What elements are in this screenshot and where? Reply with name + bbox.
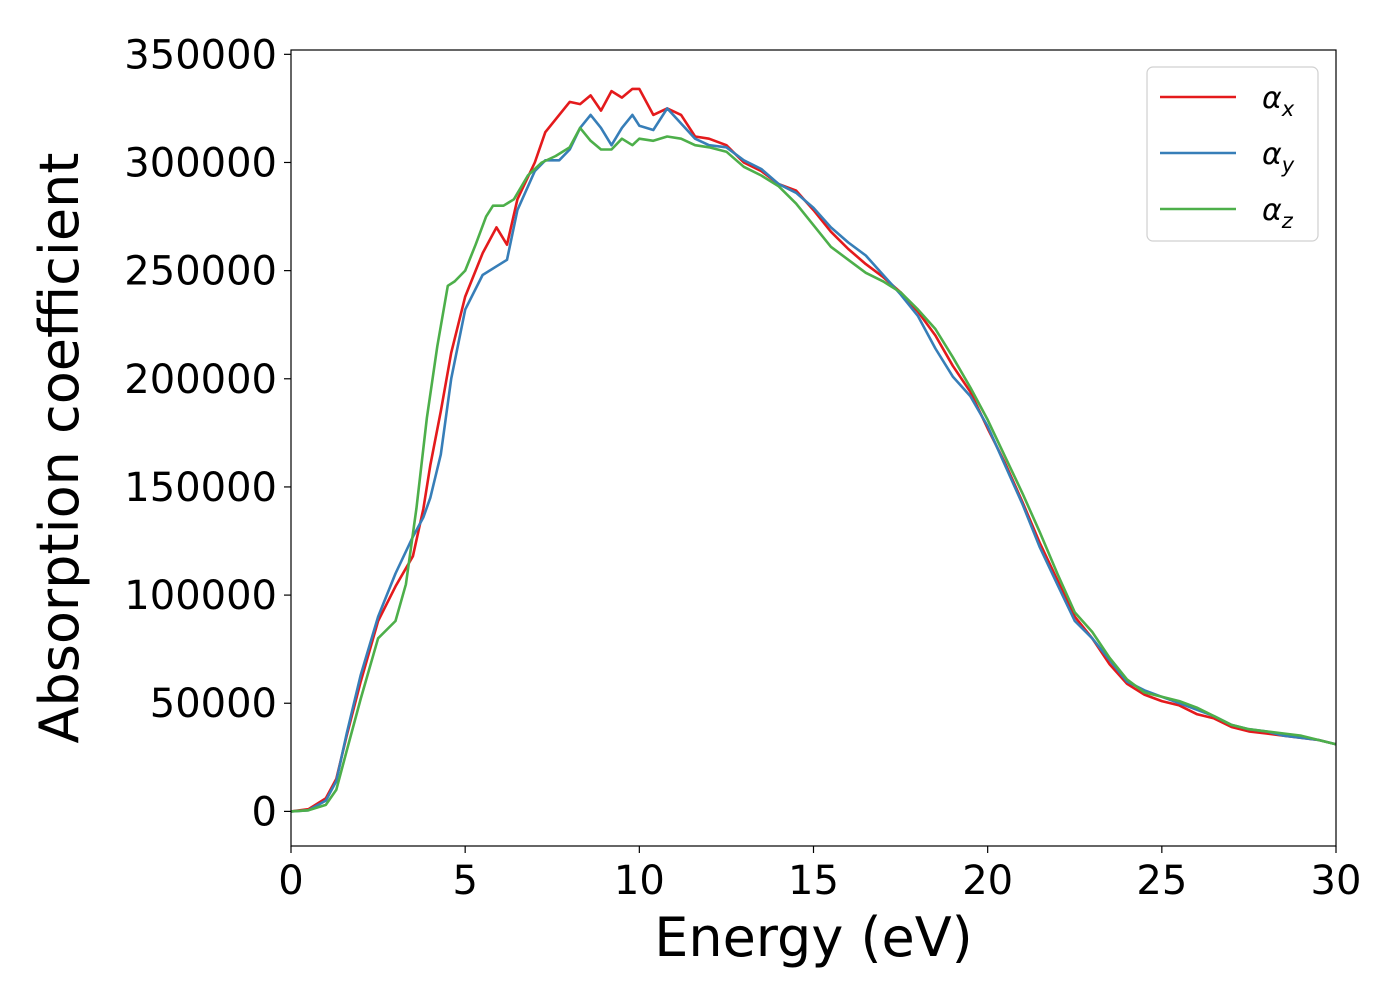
x-axis-ticks: 0 5 10 15 20 25 30 bbox=[278, 846, 1361, 904]
legend: αx αy αz bbox=[1146, 66, 1319, 242]
legend-item-alpha-x: αx bbox=[1160, 81, 1295, 121]
y-tick-label: 150000 bbox=[124, 465, 277, 511]
x-tick-label: 5 bbox=[452, 858, 477, 904]
y-tick-label: 350000 bbox=[124, 32, 277, 78]
x-tick-label: 0 bbox=[278, 858, 303, 904]
y-tick-label: 200000 bbox=[124, 357, 277, 403]
y-axis-label: Absorption coefficient bbox=[28, 153, 91, 744]
y-tick-label: 250000 bbox=[124, 249, 277, 295]
legend-label: αx bbox=[1262, 81, 1295, 121]
y-axis-ticks: 0 50000 100000 150000 200000 250000 300000 3500… bbox=[124, 32, 291, 835]
series-line-alpha-z bbox=[291, 126, 1336, 813]
legend-item-alpha-z: αz bbox=[1160, 193, 1294, 233]
legend-label: αy bbox=[1262, 137, 1295, 177]
y-tick-label: 50000 bbox=[150, 681, 277, 727]
legend-item-alpha-y: αy bbox=[1160, 137, 1295, 177]
x-tick-label: 20 bbox=[962, 858, 1013, 904]
x-tick-label: 15 bbox=[788, 858, 839, 904]
y-tick-label: 100000 bbox=[124, 573, 277, 619]
series-layer bbox=[291, 87, 1336, 813]
legend-label: αz bbox=[1262, 193, 1294, 233]
x-tick-label: 10 bbox=[614, 858, 665, 904]
x-axis-label: Energy (eV) bbox=[654, 906, 973, 969]
x-tick-label: 30 bbox=[1311, 858, 1362, 904]
x-tick-label: 25 bbox=[1136, 858, 1187, 904]
y-tick-label: 0 bbox=[252, 789, 277, 835]
y-tick-label: 300000 bbox=[124, 140, 277, 186]
